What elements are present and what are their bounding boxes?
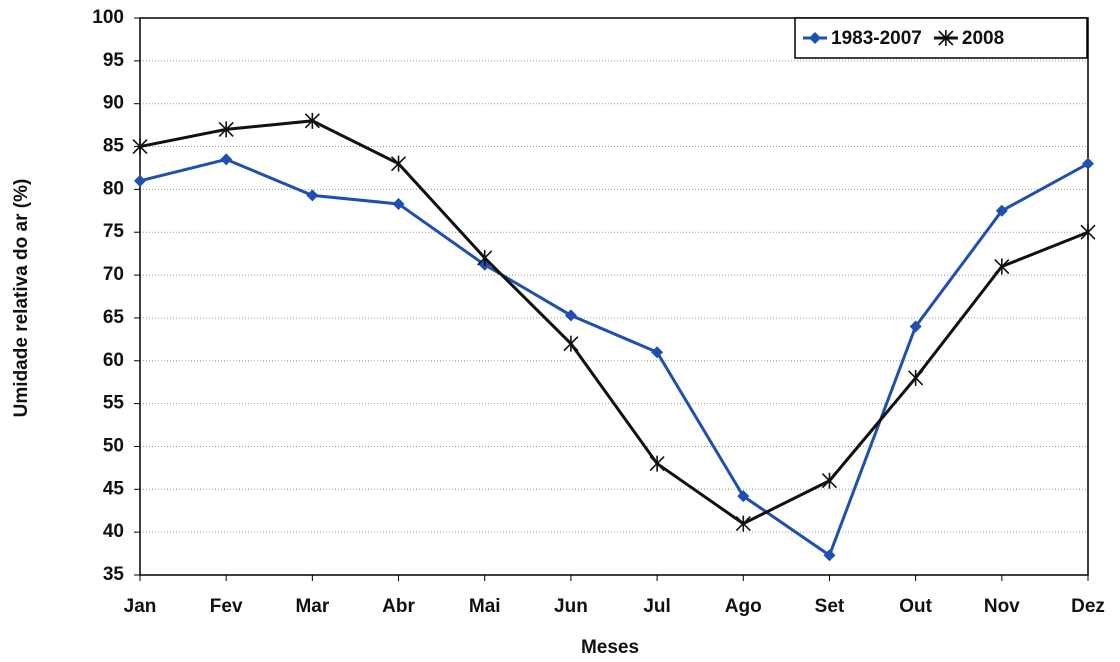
- x-tick-label: Ago: [725, 596, 762, 617]
- y-tick-label: 35: [103, 564, 125, 585]
- y-tick-label: 100: [92, 7, 124, 28]
- point: [735, 515, 751, 532]
- point: [908, 369, 924, 386]
- point: [821, 472, 838, 489]
- y-tick-label: 85: [103, 136, 125, 157]
- point: [823, 549, 836, 562]
- y-tick-label: 55: [103, 393, 125, 414]
- point: [392, 197, 405, 210]
- plot-area: [139, 17, 1089, 576]
- point: [1082, 157, 1094, 170]
- point: [220, 153, 233, 166]
- point: [649, 455, 665, 472]
- x-tick-label: Mai: [469, 596, 501, 617]
- x-tick-label: Abr: [382, 596, 415, 617]
- y-axis-label: Umidade relativa do ar (%): [11, 179, 32, 418]
- point: [909, 320, 922, 333]
- y-tick-label: 90: [103, 93, 124, 114]
- x-tick-label: Fev: [210, 596, 243, 617]
- point: [651, 346, 664, 359]
- point: [563, 335, 579, 352]
- x-tick-label: Jan: [124, 596, 157, 617]
- x-axis-label: Meses: [581, 637, 639, 658]
- point: [134, 174, 146, 187]
- point: [304, 112, 320, 129]
- y-tick-label: 80: [103, 178, 124, 199]
- point: [994, 258, 1010, 275]
- y-tick-label: 95: [103, 50, 125, 71]
- point: [809, 32, 821, 44]
- x-tick-label: Dez: [1071, 596, 1105, 617]
- y-tick-label: 50: [103, 435, 124, 456]
- series-line: [139, 119, 1089, 526]
- point: [564, 309, 577, 322]
- y-tick-label: 45: [103, 478, 125, 499]
- legend-label: 2008: [962, 28, 1004, 49]
- point: [938, 30, 954, 46]
- point: [995, 204, 1008, 217]
- point: [132, 138, 148, 155]
- y-tick-label: 60: [103, 350, 124, 371]
- y-tick-label: 40: [103, 521, 124, 542]
- series-line: [139, 157, 1089, 558]
- y-tick-label: 75: [103, 221, 125, 242]
- point: [390, 155, 407, 172]
- x-tick-label: Nov: [984, 596, 1020, 617]
- point: [306, 189, 319, 202]
- point: [218, 121, 234, 138]
- y-tick-label: 70: [103, 264, 124, 285]
- x-tick-label: Mar: [295, 596, 329, 617]
- y-tick-label: 65: [103, 307, 125, 328]
- point: [737, 490, 750, 503]
- point: [1080, 224, 1096, 241]
- legend-label: 1983-2007: [831, 28, 922, 49]
- x-tick-label: Out: [899, 596, 932, 617]
- point: [477, 249, 493, 266]
- x-tick-label: Set: [815, 596, 845, 617]
- x-tick-label: Jun: [554, 596, 588, 617]
- x-tick-label: Jul: [643, 596, 670, 617]
